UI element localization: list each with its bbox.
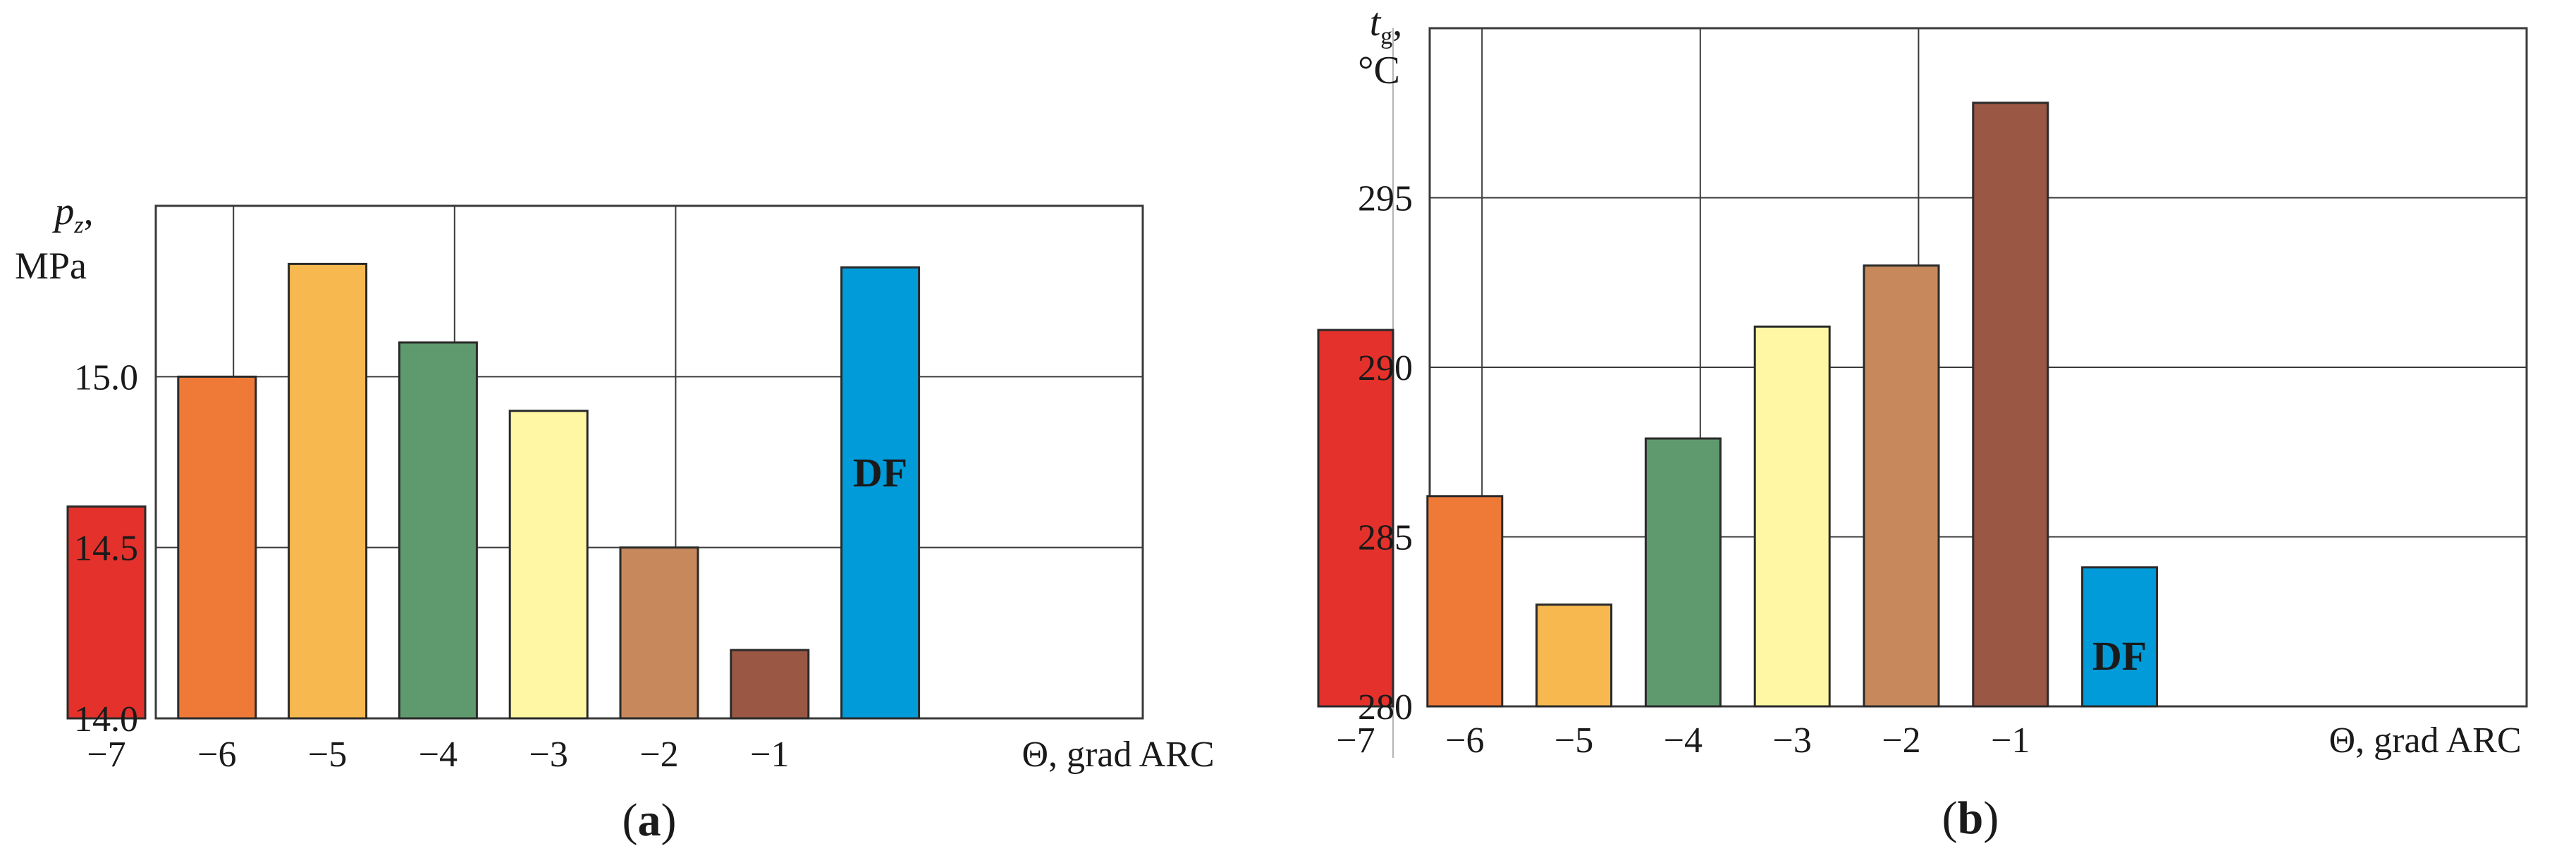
y-tick-label: 15.0: [74, 357, 138, 398]
panel-a-y-label-suffix: ,: [84, 190, 94, 233]
panel-b-label: (b): [1942, 792, 1999, 844]
panel-a-y-label-sub: z: [73, 212, 83, 238]
x-tick-label: −5: [308, 735, 347, 775]
panel-a-y-label-var: p: [51, 190, 74, 233]
panel-a-x-ticks: −7 −6 −5 −4 −3 −2 −1: [87, 735, 789, 775]
bar: [1317, 329, 1394, 708]
bar: [730, 649, 810, 720]
bar-data-label: DF: [853, 450, 907, 496]
bar: [619, 546, 699, 720]
panel-b-x-axis-label: Θ, grad ARC: [2329, 720, 2522, 761]
bar: [2081, 566, 2159, 708]
y-tick-label: 295: [1358, 179, 1413, 219]
panel-a-y-axis-label: pz,: [51, 190, 93, 238]
x-tick-label: −4: [1664, 720, 1703, 761]
panel-b-y-ticks: 280 285 290 295: [1358, 179, 1413, 728]
x-tick-label: −3: [529, 735, 568, 775]
y-tick-label: 280: [1358, 687, 1413, 728]
panel-a-chart: DF 14.0 14.5 15.0 −7 −6 −5 −4 −3 −2 −1 Θ, grad A…: [15, 190, 1215, 846]
panel-b-y-label-var: t: [1370, 1, 1382, 44]
x-tick-label: −4: [419, 735, 458, 775]
panel-a-x-axis-label: Θ, grad ARC: [1022, 735, 1215, 775]
bar: [1753, 325, 1831, 708]
y-tick-label: 14.0: [74, 699, 138, 740]
panel-b-label-letter: b: [1958, 792, 1984, 844]
x-tick-label: −3: [1773, 720, 1812, 761]
x-tick-label: −2: [639, 735, 678, 775]
y-tick-label: 290: [1358, 348, 1413, 388]
panel-a-label: (a): [622, 795, 677, 846]
panel-b-chart: DF 280 285 290 295 −7 −6 −5 −4 −3 −2 −1 Θ, grad A…: [1317, 1, 2528, 844]
panel-b-y-axis-unit: °C: [1358, 49, 1400, 92]
panel-b-y-axis-label: tg,: [1370, 1, 1403, 49]
x-tick-label: −2: [1882, 720, 1920, 761]
panel-a-bars: DF: [66, 262, 921, 720]
panel-b-x-ticks: −7 −6 −5 −4 −3 −2 −1: [1336, 720, 2030, 761]
panel-a-label-letter: a: [638, 795, 661, 846]
x-tick-label: −6: [1445, 720, 1484, 761]
bar: [1644, 437, 1722, 708]
y-tick-label: 285: [1358, 518, 1413, 558]
x-tick-label: −5: [1554, 720, 1593, 761]
bar: [508, 410, 589, 720]
y-tick-label: 14.5: [74, 529, 138, 569]
x-tick-label: −1: [750, 735, 789, 775]
x-tick-label: −6: [197, 735, 236, 775]
panel-a-y-ticks: 14.0 14.5 15.0: [74, 357, 138, 740]
bar: [288, 262, 368, 720]
bar: [177, 375, 257, 720]
bar: [1426, 495, 1504, 708]
bar: [1972, 102, 2049, 708]
panel-b-y-label-sub: g: [1380, 23, 1392, 49]
x-tick-label: −7: [1336, 720, 1375, 761]
bar: [398, 341, 478, 720]
x-tick-label: −1: [1991, 720, 2030, 761]
bar: [66, 505, 147, 720]
bar: [1535, 603, 1613, 708]
bar-data-label: DF: [2092, 633, 2147, 679]
bar: [840, 266, 921, 720]
bar: [1863, 264, 1940, 708]
x-tick-label: −7: [87, 735, 125, 775]
panel-b-bars: DF: [1317, 102, 2159, 708]
panel-b-y-label-suffix: ,: [1392, 1, 1402, 44]
panel-a-y-axis-unit: MPa: [15, 245, 87, 287]
